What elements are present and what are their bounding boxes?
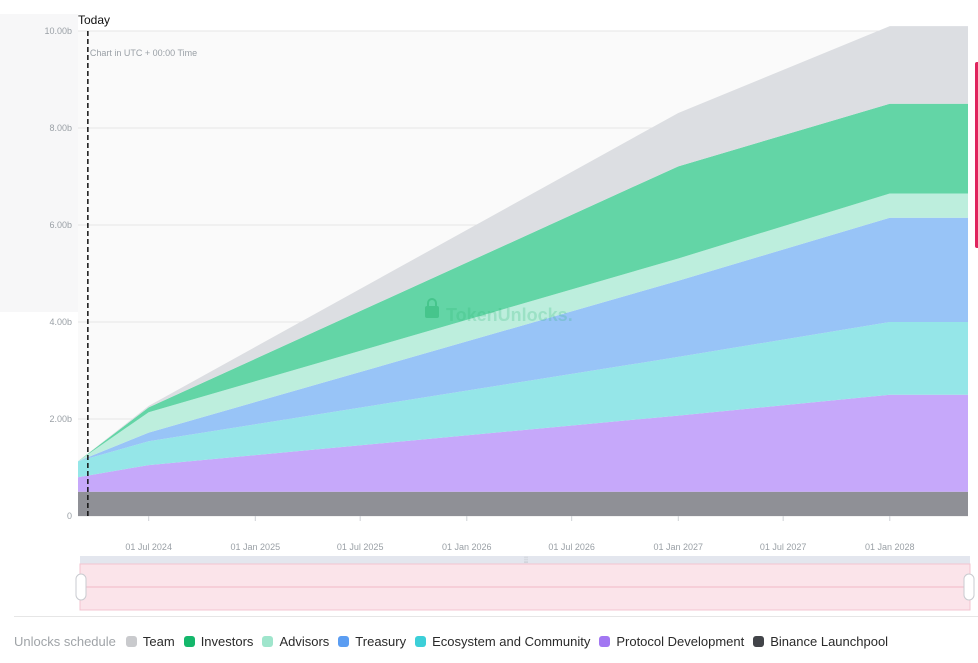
y-tick-label: 4.00b (49, 317, 72, 327)
legend-swatch (753, 636, 765, 647)
legend-swatch (183, 636, 195, 647)
legend-divider (14, 616, 978, 617)
area-binance-launchpool[interactable] (78, 491, 968, 516)
legend-swatch (599, 636, 611, 647)
x-tick-label: 01 Jan 2027 (654, 542, 704, 552)
area-team[interactable] (78, 26, 968, 462)
side-panel-accent (975, 62, 978, 248)
navigator-grip-icon[interactable]: ⦙⦙ (524, 555, 528, 565)
legend-item-team[interactable]: Team (125, 634, 175, 649)
navigator-right-handle[interactable] (963, 573, 975, 601)
x-tick-label: 01 Jan 2026 (442, 542, 492, 552)
legend-item-investors[interactable]: Investors (183, 634, 254, 649)
x-tick-label: 01 Jul 2024 (125, 542, 172, 552)
watermark-text: TokenUnlocks. (446, 305, 573, 325)
legend-label: Advisors (279, 634, 330, 649)
legend: Unlocks schedule Team Investors Advisors… (14, 634, 897, 649)
navigator-track[interactable] (80, 556, 970, 564)
legend-label: Binance Launchpool (770, 634, 889, 649)
legend-label: Team (142, 634, 175, 649)
area-treasury[interactable] (78, 217, 968, 462)
watermark-logo: TokenUnlocks. (425, 298, 573, 325)
legend-label: Treasury (355, 634, 407, 649)
area-protocol-development[interactable] (78, 394, 968, 492)
y-tick-label: 6.00b (49, 220, 72, 230)
legend-label: Ecosystem and Community (432, 634, 591, 649)
left-panel-shade (0, 14, 78, 312)
legend-swatch (415, 636, 427, 647)
x-tick-label: 01 Jan 2028 (865, 542, 915, 552)
legend-item-protocol-development[interactable]: Protocol Development (599, 634, 744, 649)
area-advisors[interactable] (78, 193, 968, 462)
legend-item-treasury[interactable]: Treasury (338, 634, 406, 649)
area-investors[interactable] (78, 103, 968, 462)
legend-title: Unlocks schedule (14, 634, 116, 649)
x-tick-label: 01 Jul 2027 (760, 542, 807, 552)
series-areas (78, 26, 968, 516)
x-axis: 01 Jul 2024 01 Jan 2025 01 Jul 2025 01 Jan … (125, 516, 915, 552)
today-label: Today (78, 13, 110, 27)
y-axis: 0 2.00b 4.00b 6.00b 8.00b 10.00b (44, 26, 72, 521)
area-ecosystem-and-community[interactable] (78, 322, 968, 478)
x-tick-label: 01 Jan 2025 (231, 542, 281, 552)
x-tick-label: 01 Jul 2025 (337, 542, 384, 552)
legend-swatch (338, 636, 350, 647)
legend-label: Protocol Development (616, 634, 745, 649)
legend-label: Investors (200, 634, 254, 649)
y-tick-label: 8.00b (49, 123, 72, 133)
y-tick-label: 2.00b (49, 414, 72, 424)
navigator-left-handle[interactable] (75, 573, 87, 601)
legend-swatch (262, 636, 274, 647)
y-tick-label: 10.00b (44, 26, 72, 36)
x-tick-label: 01 Jul 2026 (548, 542, 595, 552)
timezone-note: Chart in UTC + 00:00 Time (90, 48, 197, 58)
legend-item-binance-launchpool[interactable]: Binance Launchpool (753, 634, 888, 649)
y-tick-label: 0 (67, 511, 72, 521)
legend-item-ecosystem[interactable]: Ecosystem and Community (415, 634, 590, 649)
legend-item-advisors[interactable]: Advisors (262, 634, 329, 649)
legend-swatch (125, 636, 137, 647)
